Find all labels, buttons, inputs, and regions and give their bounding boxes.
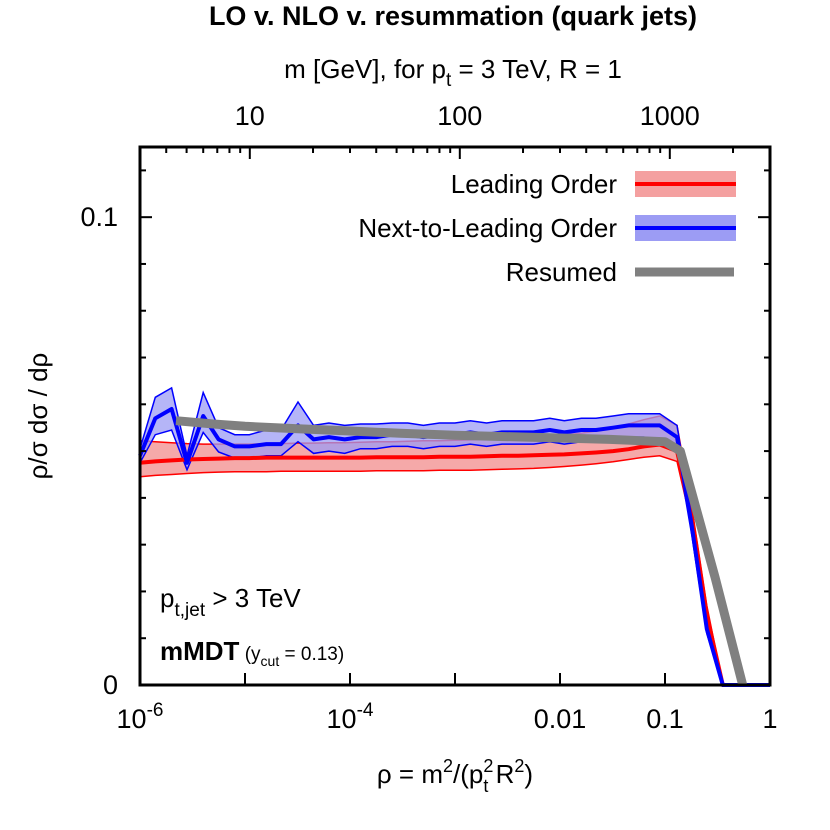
series-lines: [138, 407, 770, 687]
x-tick-label: 0.01: [534, 704, 587, 734]
top-axis-label-subscript: t: [446, 70, 452, 91]
band-upper-edge-1: [139, 386, 770, 686]
band-lower-edge-0: [139, 455, 770, 686]
y-axis-label: ρ/σ dσ / dρ: [23, 353, 53, 480]
x-axis-label: ρ = m2/(p2 t R2): [377, 756, 533, 796]
plot-frame: [138, 145, 772, 687]
annotation-pt-jet: pt,jet > 3 TeV: [160, 583, 301, 621]
x-tick-label: 1: [762, 704, 777, 734]
legend-label: Next-to-Leading Order: [358, 213, 617, 243]
series-line-2: [175, 416, 748, 687]
top-axis-label-part-b: = 3 TeV, R = 1: [451, 54, 622, 84]
top-tick-label: 10: [235, 101, 265, 131]
legend-label: Resumed: [506, 257, 617, 287]
chart-title: LO v. NLO v. resummation (quark jets): [209, 1, 697, 31]
y-tick-label: 0: [103, 670, 118, 700]
y-tick-label: 0.1: [80, 202, 118, 232]
annotation-mmdt: mMDT (ycut = 0.13): [160, 636, 344, 669]
x-tick-label: 10-6: [117, 700, 164, 734]
legend: Leading Order Next-to-Leading Order Resume…: [358, 169, 736, 287]
top-axis-label-part-a: m [GeV], for p: [284, 54, 446, 84]
x-tick-label: 10-4: [327, 700, 374, 734]
top-axis-label: m [GeV], for pt = 3 TeV, R = 1: [284, 54, 622, 91]
legend-label: Leading Order: [451, 169, 618, 199]
top-tick-label: 1000: [640, 101, 700, 131]
tick-labels: 10-6 10-4 0.01 0.1 100.110 100 1000: [80, 101, 777, 734]
x-tick-label: 0.1: [646, 704, 684, 734]
top-tick-label: 100: [437, 101, 482, 131]
